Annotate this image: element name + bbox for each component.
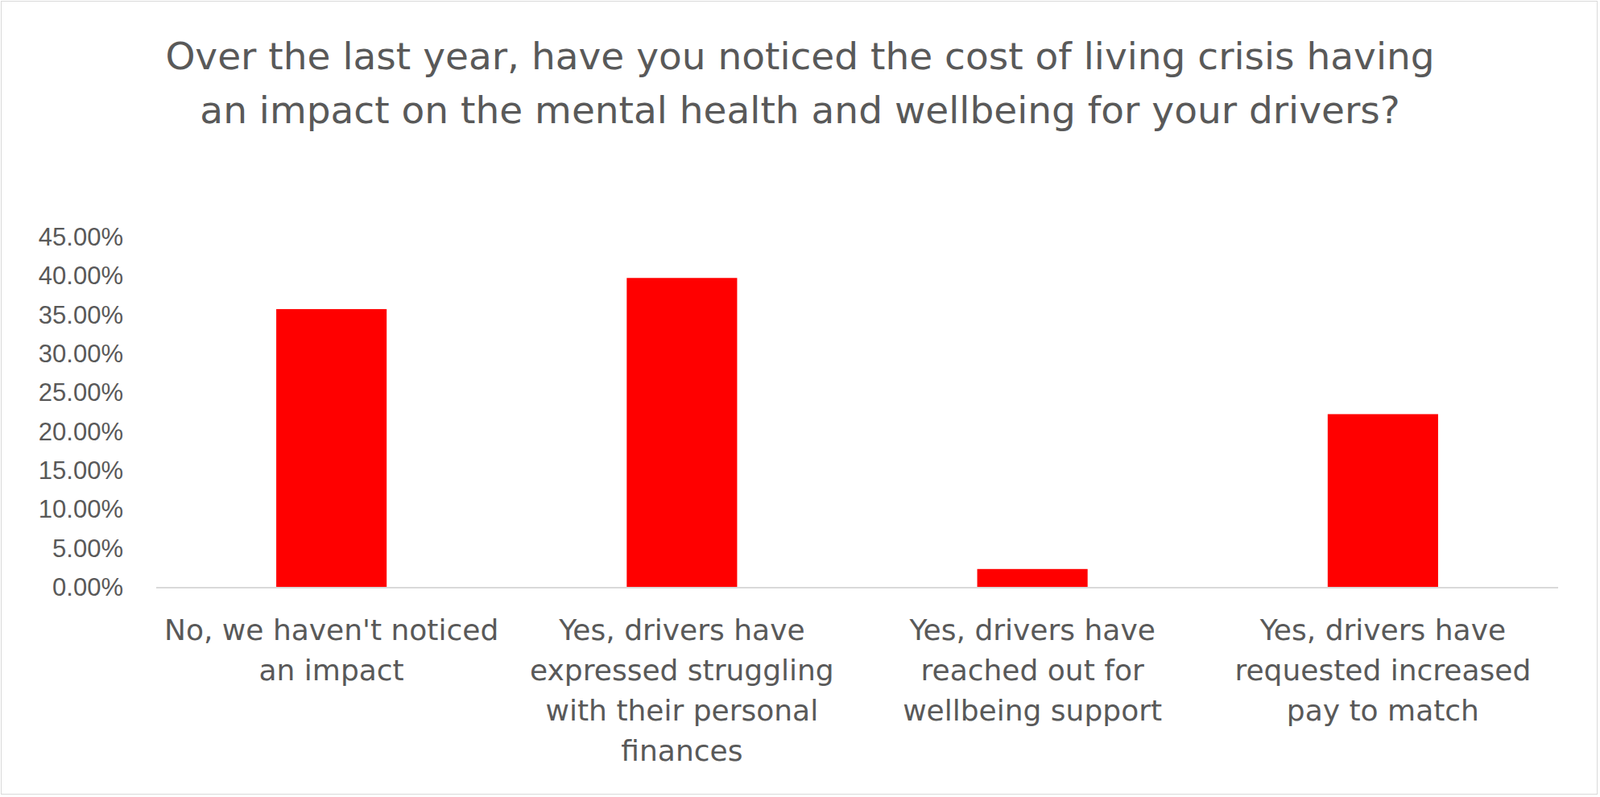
x-tick-label: Yes, drivers have expressed struggling w… [512,610,852,772]
x-tick-label: Yes, drivers have requested increased pa… [1213,610,1552,732]
y-tick-label: 30.00% [10,339,124,369]
y-tick-label: 5.00% [10,534,124,564]
y-tick-label: 10.00% [10,495,124,525]
title: Over the last year, have you noticed the… [144,28,1456,137]
x-axis-line [156,587,1559,589]
y-tick-label: 40.00% [10,261,124,291]
bar [626,277,737,588]
bar [276,309,387,588]
x-tick-label: No, we haven't noticed an impact [162,610,501,691]
chart: Over the last year, have you noticed the… [0,0,1600,797]
bars [276,277,1439,588]
y-tick-label: 15.00% [10,456,124,486]
y-tick-label: 0.00% [10,573,124,603]
y-tick-label: 35.00% [10,301,124,331]
x-tick-label: Yes, drivers have reached out for wellbe… [863,610,1202,732]
bar [1327,413,1439,588]
y-tick-label: 45.00% [10,223,124,253]
y-tick-label: 20.00% [10,417,124,447]
bar [977,569,1088,588]
y-tick-label: 25.00% [10,378,124,408]
